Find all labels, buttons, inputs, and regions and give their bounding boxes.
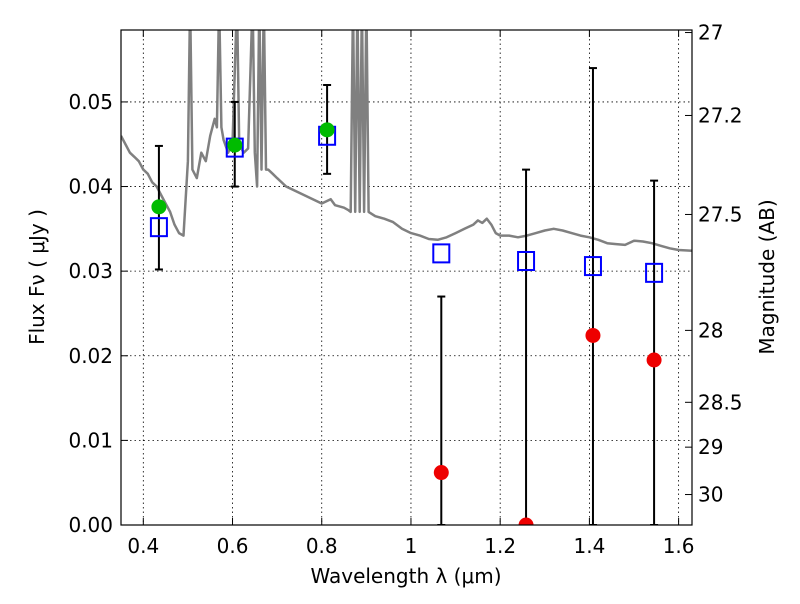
model-flux-square: [645, 262, 664, 283]
right-tick-label: 27.5: [698, 202, 743, 226]
y-tick-label: 0.01: [68, 428, 113, 452]
observed-flux-point: [319, 122, 335, 138]
y-tick-label: 0.04: [68, 175, 113, 199]
model-spectrum-line: [121, 30, 692, 253]
right-tick-label: 28.5: [698, 390, 743, 414]
y-tick-label: 0.05: [68, 90, 113, 114]
model-flux-square: [149, 217, 168, 238]
grid: [121, 30, 692, 526]
x-tick-label: 1: [405, 534, 418, 558]
plot-area: [121, 30, 692, 525]
y-tick-label: 0.00: [68, 513, 113, 537]
y-tick-label: 0.02: [68, 344, 113, 368]
x-tick-label: 1.2: [484, 534, 516, 558]
x-tick-label: 1.6: [663, 534, 695, 558]
observed-flux-point: [151, 199, 167, 215]
x-tick-label: 0.6: [217, 534, 249, 558]
x-tick-label: 1.4: [573, 534, 605, 558]
observed-flux-point: [518, 517, 534, 525]
right-tick-label: 29: [698, 435, 723, 459]
y-axis-title: Flux Fν ( μJy ): [25, 209, 49, 345]
observed-flux-point: [646, 352, 662, 368]
model-flux-square: [432, 243, 451, 264]
model-flux-square: [583, 256, 602, 277]
observed-flux-point: [585, 327, 601, 343]
model-flux-square: [517, 251, 536, 271]
x-axis-title: Wavelength λ (μm): [310, 564, 501, 588]
x-tick-label: 0.4: [127, 534, 159, 558]
y-tick-label: 0.03: [68, 259, 113, 283]
right-tick-label: 27.2: [698, 103, 743, 127]
right-tick-label: 30: [698, 483, 723, 507]
plot-frame: [120, 29, 693, 526]
ticks: 0.4 0.6 0.8 1 1.2 1.4 1.6 0.00 0.01 0.02 0.03 0.04 0…: [68, 21, 742, 558]
observed-flux-point: [227, 137, 243, 153]
observed-flux-point: [433, 465, 449, 481]
right-axis-title: Magnitude (AB): [755, 199, 779, 354]
x-tick-label: 0.8: [306, 534, 338, 558]
right-tick-label: 27: [698, 21, 723, 45]
right-tick-label: 28: [698, 318, 723, 342]
